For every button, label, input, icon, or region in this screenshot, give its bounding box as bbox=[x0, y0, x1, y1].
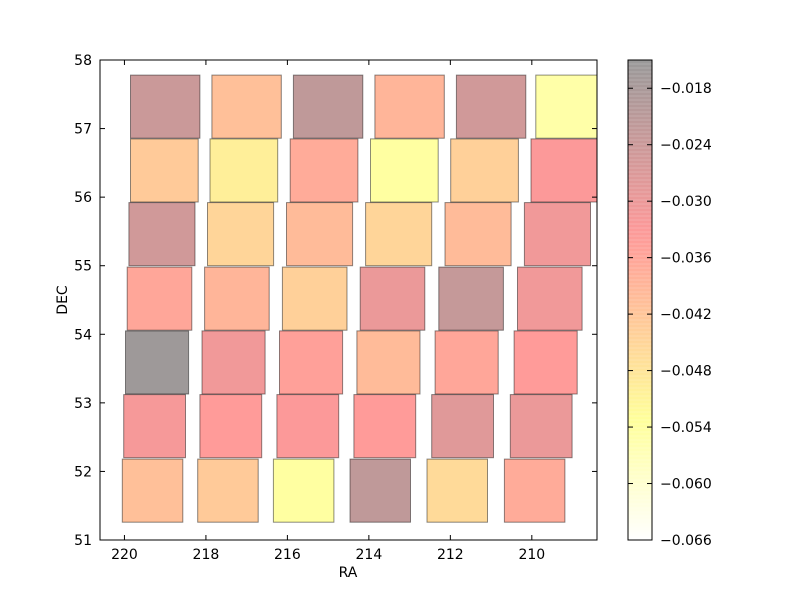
heatmap-tile bbox=[197, 458, 259, 523]
heatmap-tile bbox=[276, 394, 340, 459]
colorbar-tick-label: −0.018 bbox=[660, 81, 712, 97]
heatmap-tile bbox=[359, 266, 426, 331]
heatmap-tile bbox=[128, 202, 196, 267]
heatmap-tile bbox=[509, 394, 573, 459]
heatmap-tile bbox=[455, 74, 527, 139]
heatmap-tile bbox=[121, 458, 184, 523]
heatmap-tile bbox=[517, 266, 583, 331]
colorbar-frame bbox=[627, 59, 653, 541]
heatmap-tile bbox=[438, 266, 504, 331]
colorbar-tick-label: −0.066 bbox=[660, 533, 712, 549]
y-tick-label: 57 bbox=[74, 122, 92, 138]
heatmap-tile bbox=[353, 394, 417, 459]
colorbar-gradient bbox=[628, 60, 652, 540]
y-tick-label: 56 bbox=[74, 190, 92, 206]
heatmap-tile bbox=[426, 458, 488, 523]
colorbar-tick-label: −0.042 bbox=[660, 307, 712, 323]
heatmap-tile bbox=[349, 458, 411, 523]
x-tick-label: 220 bbox=[111, 547, 138, 563]
colorbar-tick-label: −0.060 bbox=[660, 477, 712, 493]
plot-frame bbox=[99, 59, 598, 541]
heatmap-tile bbox=[211, 74, 282, 139]
y-tick-label: 51 bbox=[74, 533, 92, 549]
x-tick-label: 216 bbox=[274, 547, 301, 563]
heatmap-tile bbox=[503, 458, 566, 523]
heatmap-tile bbox=[356, 330, 421, 395]
colorbar-tick-label: −0.036 bbox=[660, 251, 712, 267]
tile-layer bbox=[121, 74, 597, 523]
y-tick-label: 54 bbox=[74, 327, 92, 343]
heatmap-tile bbox=[434, 330, 499, 395]
heatmap-tile bbox=[523, 202, 592, 267]
colorbar-tick-label: −0.030 bbox=[660, 194, 712, 210]
heatmap-tile bbox=[204, 266, 270, 331]
heatmap-tile bbox=[201, 330, 266, 395]
heatmap-tile bbox=[374, 74, 445, 139]
colorbar-tick-label: −0.024 bbox=[660, 138, 712, 154]
y-axis-label: DEC bbox=[55, 285, 71, 315]
heatmap-tile bbox=[272, 458, 335, 523]
y-tick-label: 58 bbox=[74, 53, 92, 69]
x-axis-label: RA bbox=[339, 565, 358, 581]
heatmap-tile bbox=[123, 394, 186, 459]
heatmap-tile bbox=[126, 266, 193, 331]
heatmap-tile bbox=[281, 266, 348, 331]
heatmap-tile bbox=[207, 202, 275, 267]
heatmap-tile bbox=[365, 202, 433, 267]
heatmap-tile bbox=[130, 74, 201, 139]
x-tick-label: 214 bbox=[356, 547, 383, 563]
heatmap-tile bbox=[286, 202, 354, 267]
heatmap-tile bbox=[530, 138, 597, 203]
colorbar: −0.018 −0.024 −0.030 −0.036 −0.042 −0.048 −0.0… bbox=[627, 59, 712, 549]
heatmap-tile bbox=[444, 202, 512, 267]
y-tick-label: 53 bbox=[74, 396, 92, 412]
colorbar-tick-label: −0.054 bbox=[660, 420, 712, 436]
heatmap-tile bbox=[292, 74, 364, 139]
heatmap-tile bbox=[279, 330, 344, 395]
heatmap-tile bbox=[125, 330, 190, 395]
colorbar-ticks: −0.018 −0.024 −0.030 −0.036 −0.042 −0.048 −0.0… bbox=[628, 81, 712, 549]
x-tick-label: 218 bbox=[193, 547, 220, 563]
x-axis: 220 218 216 214 212 210 bbox=[111, 60, 545, 563]
y-axis: 51 52 53 54 55 56 57 58 bbox=[74, 53, 597, 549]
heatmap-tile bbox=[535, 74, 597, 139]
heatmap-tile bbox=[513, 330, 578, 395]
heatmap-tile bbox=[209, 138, 279, 203]
heatmap-tile bbox=[450, 138, 519, 203]
y-tick-label: 52 bbox=[74, 464, 92, 480]
heatmap-tile bbox=[130, 138, 199, 203]
colorbar-tick-label: −0.048 bbox=[660, 364, 712, 380]
heatmap-tile bbox=[370, 138, 439, 203]
y-tick-label: 55 bbox=[74, 259, 92, 275]
x-tick-label: 210 bbox=[518, 547, 545, 563]
heatmap-tile bbox=[199, 394, 263, 459]
x-tick-label: 212 bbox=[437, 547, 464, 563]
heatmap-tile bbox=[431, 394, 495, 459]
heatmap-tile bbox=[289, 138, 359, 203]
